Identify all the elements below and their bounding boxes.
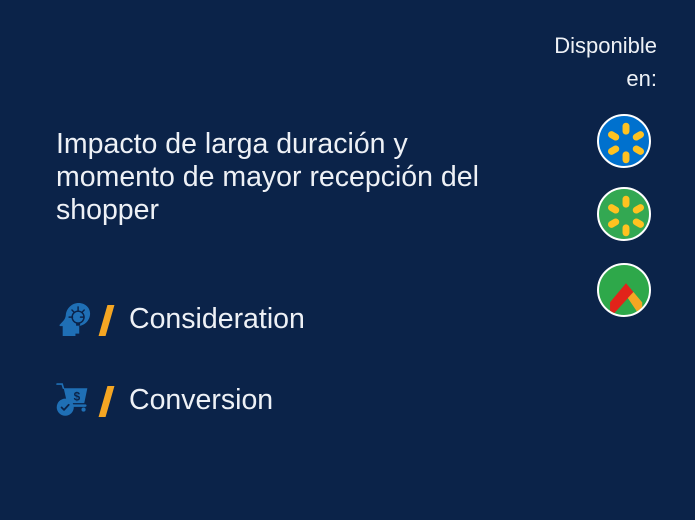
svg-text:$: $ <box>74 389 81 403</box>
